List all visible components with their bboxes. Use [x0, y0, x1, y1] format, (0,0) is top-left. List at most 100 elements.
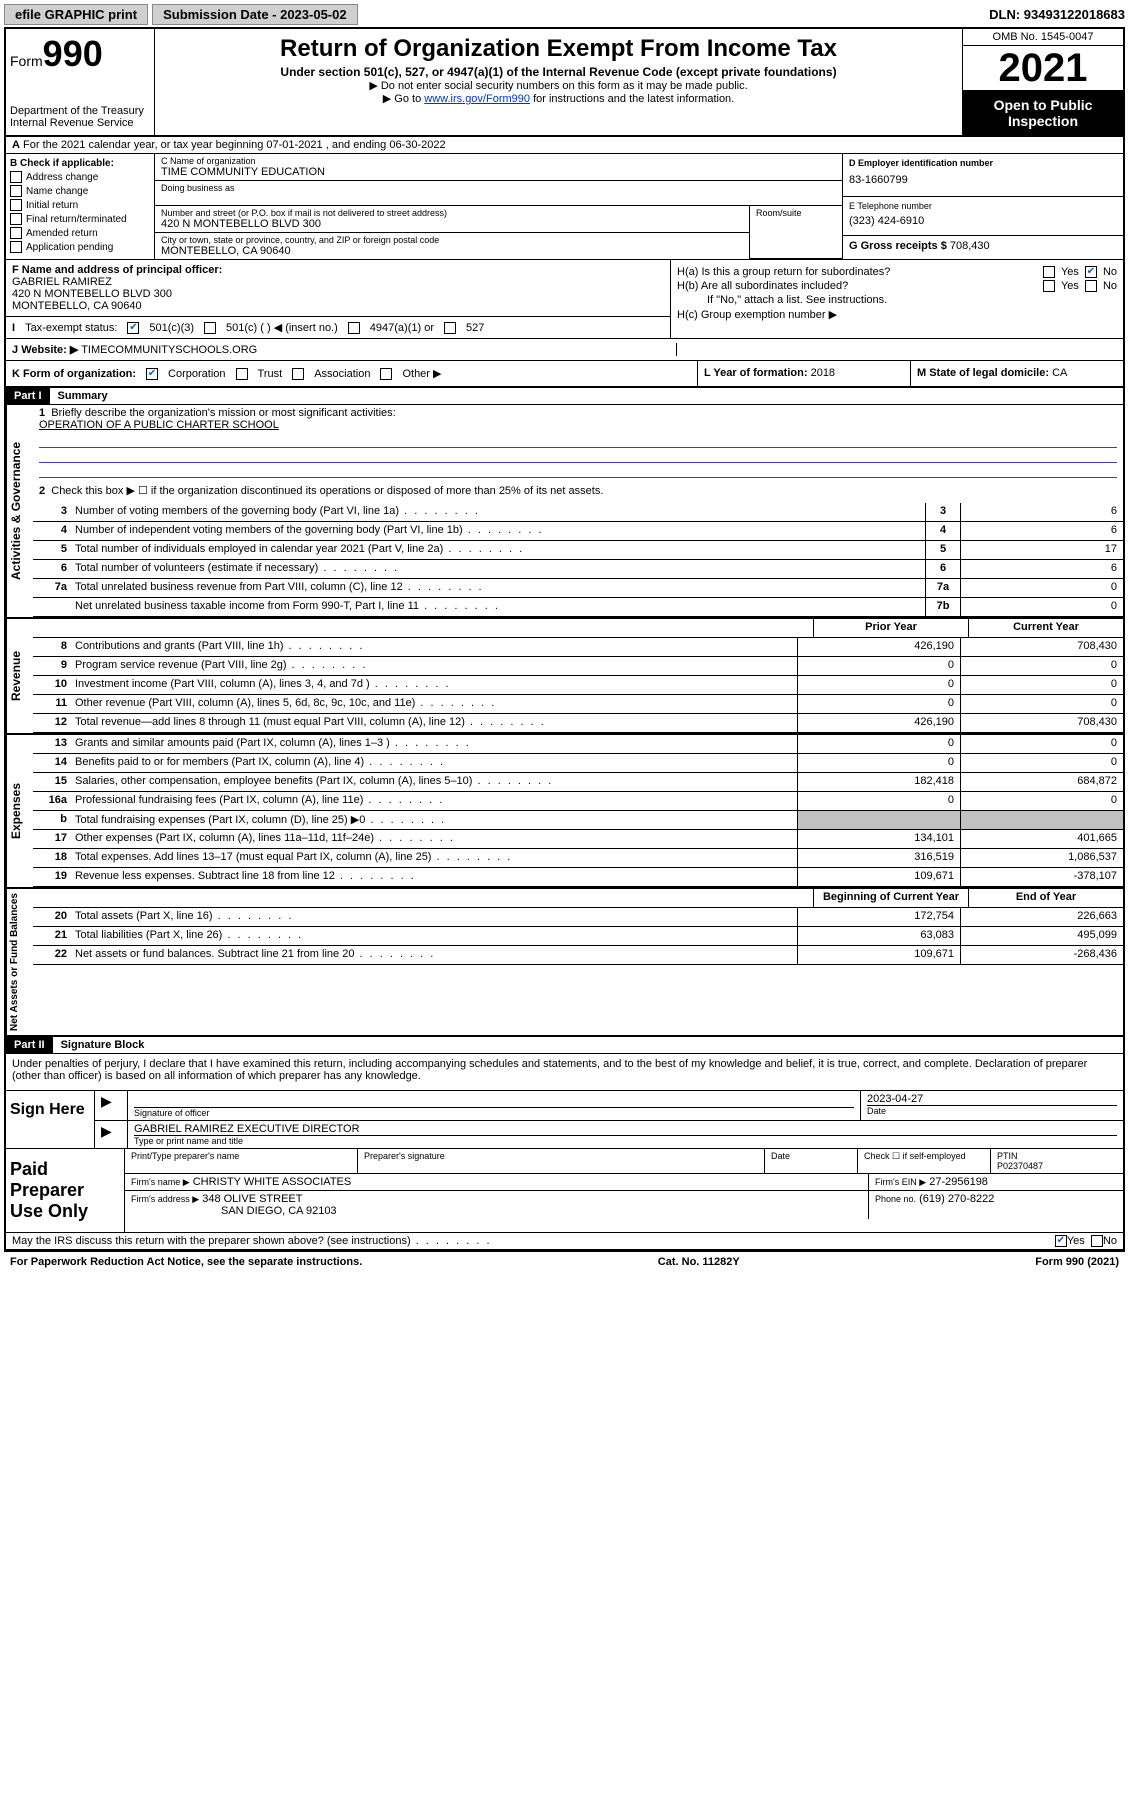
mission-line	[39, 463, 1117, 478]
cb-ha-yes[interactable]	[1043, 266, 1055, 278]
exp-section: Expenses 13Grants and similar amounts pa…	[6, 735, 1123, 889]
cb-4947[interactable]	[348, 322, 360, 334]
header-mid: Return of Organization Exempt From Incom…	[155, 29, 962, 135]
officer-addr1: 420 N MONTEBELLO BLVD 300	[12, 288, 664, 300]
vert-net: Net Assets or Fund Balances	[6, 889, 33, 1035]
sum-row: bTotal fundraising expenses (Part IX, co…	[33, 811, 1123, 830]
org-name: TIME COMMUNITY EDUCATION	[161, 166, 836, 178]
form-container: Form990 Department of the Treasury Inter…	[4, 27, 1125, 1252]
cb-discuss-yes[interactable]	[1055, 1235, 1067, 1247]
gross-receipts: 708,430	[950, 240, 990, 252]
note-ssn: ▶ Do not enter social security numbers o…	[165, 79, 952, 92]
header-left: Form990 Department of the Treasury Inter…	[6, 29, 155, 135]
tel-box: E Telephone number (323) 424-6910	[843, 197, 1123, 236]
cb-final-return[interactable]: Final return/terminated	[10, 213, 150, 225]
irs-link[interactable]: www.irs.gov/Form990	[424, 93, 530, 105]
row-k: K Form of organization: Corporation Trus…	[6, 361, 1123, 388]
sum-row: 11Other revenue (Part VIII, column (A), …	[33, 695, 1123, 714]
form-header: Form990 Department of the Treasury Inter…	[6, 29, 1123, 137]
cb-pending[interactable]: Application pending	[10, 241, 150, 253]
city: MONTEBELLO, CA 90640	[161, 245, 743, 257]
ein: 83-1660799	[849, 168, 1117, 192]
officer-addr2: MONTEBELLO, CA 90640	[12, 300, 664, 312]
arrow-icon: ▶	[101, 1093, 112, 1109]
header-right: OMB No. 1545-0047 2021 Open to Public In…	[962, 29, 1123, 135]
row-j: J Website: ▶ TIMECOMMUNITYSCHOOLS.ORG	[6, 339, 1123, 361]
cb-527[interactable]	[444, 322, 456, 334]
net-section: Net Assets or Fund Balances Beginning of…	[6, 889, 1123, 1037]
cb-hb-yes[interactable]	[1043, 280, 1055, 292]
cb-501c[interactable]	[204, 322, 216, 334]
col-h: H(a) Is this a group return for subordin…	[671, 260, 1123, 338]
cb-address-change[interactable]: Address change	[10, 171, 150, 183]
q2: 2 Check this box ▶ ☐ if the organization…	[33, 478, 1123, 503]
gov-section: Activities & Governance 1 Briefly descri…	[6, 405, 1123, 619]
cb-corp[interactable]	[146, 368, 158, 380]
dba-box: Doing business as	[155, 181, 842, 206]
sum-row: 6Total number of volunteers (estimate if…	[33, 560, 1123, 579]
hc-line: H(c) Group exemption number ▶	[677, 308, 1117, 321]
form-subtitle: Under section 501(c), 527, or 4947(a)(1)…	[165, 65, 952, 79]
sum-row: 15Salaries, other compensation, employee…	[33, 773, 1123, 792]
open-public: Open to Public Inspection	[963, 91, 1123, 135]
sum-row: 19Revenue less expenses. Subtract line 1…	[33, 868, 1123, 887]
ha-line: H(a) Is this a group return for subordin…	[677, 266, 1117, 278]
top-bar: efile GRAPHIC print Submission Date - 20…	[4, 4, 1125, 25]
firm-ein: 27-2956198	[929, 1176, 988, 1188]
sum-row: 8Contributions and grants (Part VIII, li…	[33, 638, 1123, 657]
ptin: P02370487	[997, 1161, 1043, 1171]
part1-header: Part I Summary	[6, 388, 1123, 405]
section-f-h: F Name and address of principal officer:…	[6, 260, 1123, 339]
mission: OPERATION OF A PUBLIC CHARTER SCHOOL	[39, 419, 279, 431]
cat-no: Cat. No. 11282Y	[658, 1256, 740, 1268]
cb-ha-no[interactable]	[1085, 266, 1097, 278]
tax-year: 2021	[963, 46, 1123, 91]
form-ref: Form 990 (2021)	[1035, 1256, 1119, 1268]
sign-here: Sign Here ▶ Signature of officer 2023-04…	[6, 1090, 1123, 1149]
col-d: D Employer identification number 83-1660…	[843, 154, 1123, 259]
city-box: City or town, state or province, country…	[155, 233, 749, 259]
sum-row: 3Number of voting members of the governi…	[33, 503, 1123, 522]
cb-501c3[interactable]	[127, 322, 139, 334]
street-box: Number and street (or P.O. box if mail i…	[155, 206, 749, 233]
cb-discuss-no[interactable]	[1091, 1235, 1103, 1247]
sum-row: 7aTotal unrelated business revenue from …	[33, 579, 1123, 598]
note-link: ▶ Go to www.irs.gov/Form990 for instruct…	[165, 92, 952, 105]
org-name-box: C Name of organization TIME COMMUNITY ED…	[155, 154, 842, 181]
sum-row: 21Total liabilities (Part X, line 26)63,…	[33, 927, 1123, 946]
k-state: M State of legal domicile: CA	[910, 361, 1123, 386]
sum-row: 5Total number of individuals employed in…	[33, 541, 1123, 560]
ein-box: D Employer identification number 83-1660…	[843, 154, 1123, 197]
cb-hb-no[interactable]	[1085, 280, 1097, 292]
form-title: Return of Organization Exempt From Incom…	[165, 35, 952, 63]
cb-assoc[interactable]	[292, 368, 304, 380]
sum-row: 10Investment income (Part VIII, column (…	[33, 676, 1123, 695]
row-i: I Tax-exempt status: 501(c)(3) 501(c) ( …	[6, 316, 670, 338]
cb-other[interactable]	[380, 368, 392, 380]
col-b: B Check if applicable: Address change Na…	[6, 154, 155, 259]
k-year: L Year of formation: 2018	[697, 361, 910, 386]
sum-row: 16aProfessional fundraising fees (Part I…	[33, 792, 1123, 811]
efile-button[interactable]: efile GRAPHIC print	[4, 4, 148, 25]
net-header: Beginning of Current Year End of Year	[33, 889, 1123, 908]
hb-note: If "No," attach a list. See instructions…	[677, 294, 1117, 306]
sum-row: 9Program service revenue (Part VIII, lin…	[33, 657, 1123, 676]
sum-row: Net unrelated business taxable income fr…	[33, 598, 1123, 617]
street: 420 N MONTEBELLO BLVD 300	[161, 218, 743, 230]
col-c: C Name of organization TIME COMMUNITY ED…	[155, 154, 1123, 259]
rev-section: Revenue Prior Year Current Year 8Contrib…	[6, 619, 1123, 735]
cb-amended[interactable]: Amended return	[10, 227, 150, 239]
row-a-taxyear: A For the 2021 calendar year, or tax yea…	[6, 137, 1123, 154]
sign-date: 2023-04-27	[867, 1093, 1117, 1105]
arrow-icon: ▶	[101, 1123, 112, 1139]
vert-gov: Activities & Governance	[6, 405, 33, 617]
col-f: F Name and address of principal officer:…	[6, 260, 671, 338]
sum-row: 14Benefits paid to or for members (Part …	[33, 754, 1123, 773]
cb-trust[interactable]	[236, 368, 248, 380]
sum-row: 18Total expenses. Add lines 13–17 (must …	[33, 849, 1123, 868]
cb-name-change[interactable]: Name change	[10, 185, 150, 197]
cb-initial-return[interactable]: Initial return	[10, 199, 150, 211]
paid-preparer: Paid Preparer Use Only Print/Type prepar…	[6, 1149, 1123, 1233]
q1: 1 Briefly describe the organization's mi…	[33, 405, 1123, 433]
gross-box: G Gross receipts $ 708,430	[843, 236, 1123, 256]
